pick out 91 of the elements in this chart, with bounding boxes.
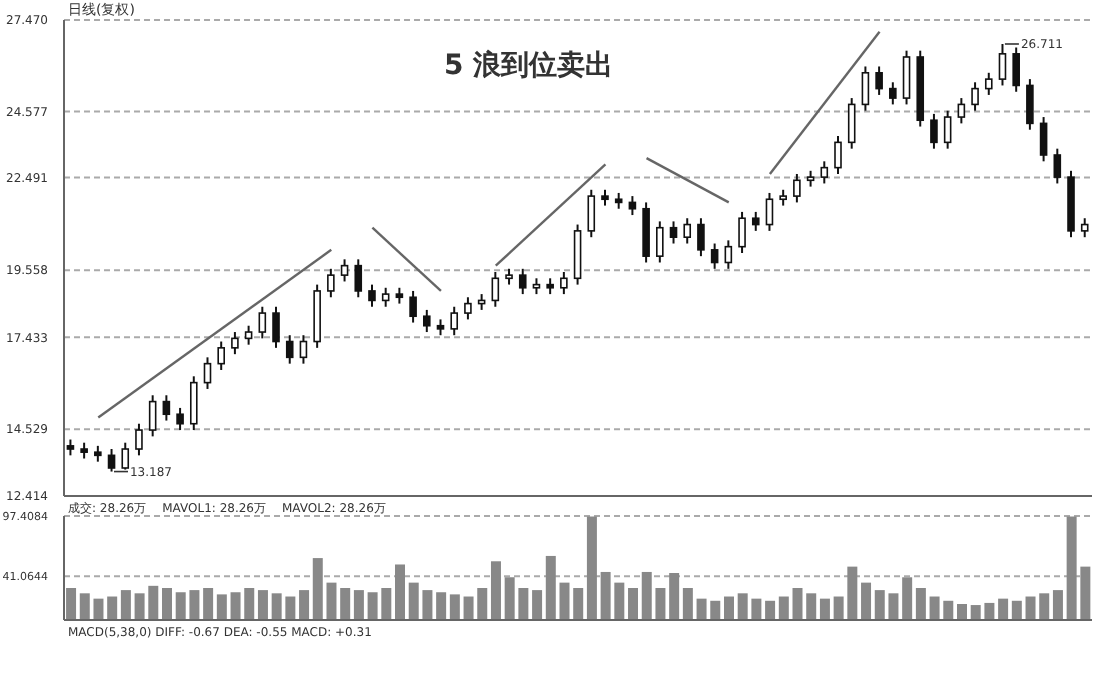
candlestick: [669, 220, 678, 245]
bar: [1052, 590, 1063, 620]
candlestick: [148, 394, 157, 438]
candlestick: [683, 217, 692, 245]
bar: [120, 590, 131, 620]
candlestick: [162, 394, 171, 422]
candlestick: [1039, 116, 1048, 163]
candlestick: [258, 305, 267, 340]
candlestick: [751, 210, 760, 232]
bar: [299, 590, 310, 620]
bar: [353, 590, 364, 620]
candlestick: [217, 340, 225, 371]
candlestick: [135, 422, 143, 457]
candlestick: [450, 305, 459, 337]
candlestick: [409, 289, 417, 324]
bar: [162, 587, 172, 620]
candlestick: [1026, 78, 1034, 131]
candlestick: [793, 172, 801, 204]
bar: [449, 594, 460, 620]
bar: [765, 600, 776, 620]
bar: [66, 587, 77, 620]
bar: [573, 587, 584, 620]
candlestick: [943, 109, 952, 150]
candlestick: [738, 210, 746, 254]
candlestick: [231, 331, 239, 356]
candlestick: [984, 71, 993, 96]
bar: [682, 587, 693, 620]
candlestick: [998, 43, 1007, 87]
candlestick: [656, 220, 664, 264]
candlestick: [889, 81, 897, 106]
bar: [819, 598, 830, 620]
candlestick: [724, 239, 733, 270]
bar: [532, 590, 543, 620]
candlestick: [381, 286, 390, 308]
bar: [956, 603, 967, 620]
candlestick: [847, 97, 856, 150]
candlestick: [820, 160, 829, 185]
candlestick: [834, 135, 842, 175]
candlestick: [710, 242, 719, 270]
candlestick: [354, 258, 363, 299]
candlestick: [518, 267, 527, 296]
candlestick: [423, 308, 431, 334]
bar: [586, 516, 597, 620]
bar: [723, 596, 734, 620]
candlestick: [299, 334, 308, 365]
annotation: 5 浪到位卖出: [444, 48, 614, 84]
candlestick: [560, 270, 568, 296]
bar: [203, 587, 214, 620]
candlestick: [340, 258, 349, 283]
candlestick: [930, 112, 938, 150]
candlestick: [573, 223, 582, 286]
candlestick: [1012, 46, 1020, 93]
bar: [436, 592, 447, 620]
candlestick: [176, 406, 184, 432]
bar: [395, 564, 406, 620]
bar: [216, 594, 227, 620]
candlestick: [203, 356, 212, 390]
candlestick: [697, 217, 705, 258]
candlestick: [875, 65, 883, 96]
candlestick: [957, 97, 966, 125]
bar: [107, 596, 118, 620]
candlestick: [272, 305, 280, 349]
candlestick: [628, 195, 637, 217]
candlestick: [189, 375, 198, 432]
candlestick: [587, 188, 596, 239]
candlestick: [244, 324, 253, 346]
candlestick: [327, 267, 335, 299]
bar: [257, 590, 268, 620]
candlestick: [861, 65, 870, 112]
bar: [669, 573, 680, 620]
bar: [340, 587, 351, 620]
bar: [998, 598, 1009, 620]
bar: [902, 577, 913, 620]
bar: [490, 561, 501, 620]
candlestick: [1053, 147, 1062, 185]
candlestick: [491, 270, 500, 308]
candlestick: [121, 441, 130, 471]
candlestick: [368, 283, 376, 308]
candlestick: [285, 334, 294, 365]
bar: [628, 587, 639, 620]
bar: [778, 596, 789, 620]
candlestick: [464, 296, 472, 321]
candlestick: [902, 49, 911, 106]
candlestick: [971, 81, 979, 112]
bar: [1011, 600, 1022, 620]
bar: [915, 587, 926, 620]
candlestick: [1080, 217, 1089, 239]
candlestick: [642, 201, 650, 264]
candlestick: [765, 191, 774, 232]
bar: [861, 582, 872, 620]
candlestick: [107, 448, 116, 473]
